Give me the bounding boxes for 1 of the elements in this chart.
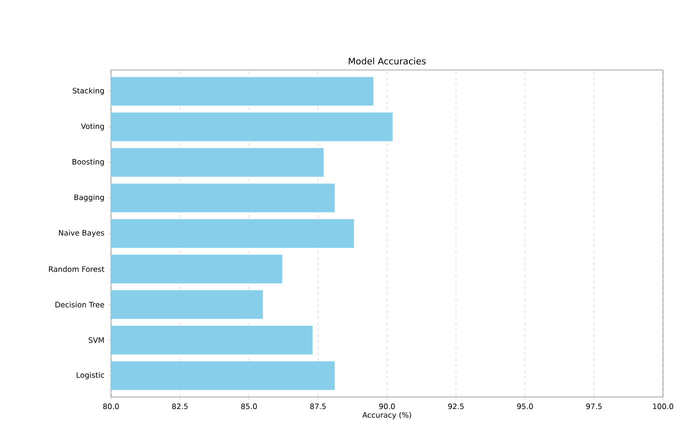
chart-title: Model Accuracies [348,58,426,64]
